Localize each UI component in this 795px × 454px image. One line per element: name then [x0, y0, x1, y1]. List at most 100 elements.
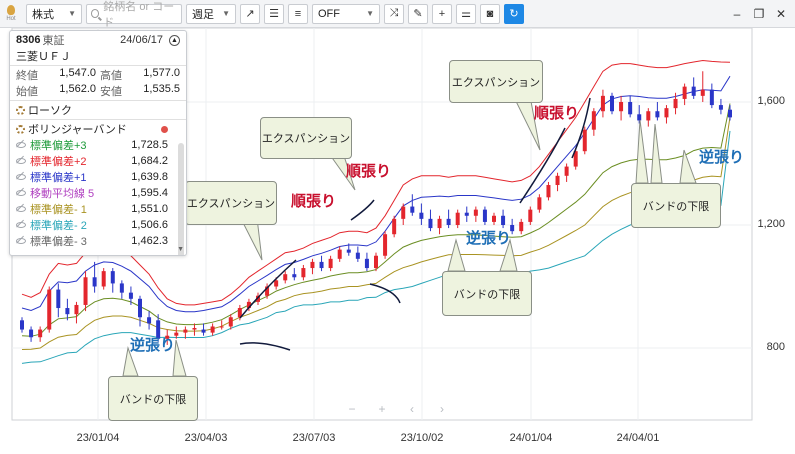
- align-lines-button[interactable]: ≡: [288, 3, 308, 24]
- x-tick-label: 23/10/02: [400, 432, 444, 444]
- refresh-icon: ↻: [509, 8, 519, 20]
- callout-band-lower: バンドの下限: [631, 183, 721, 228]
- indicator-name: 移動平均線 5: [30, 188, 95, 200]
- refresh-button[interactable]: ↻: [504, 3, 524, 24]
- candle-body: [265, 286, 270, 296]
- hand-drawn-trend-line: [571, 97, 591, 159]
- candle-body: [29, 329, 34, 338]
- indicator-row[interactable]: 標準偏差- 3 1,462.3: [10, 233, 186, 249]
- expand-button[interactable]: ⤨: [384, 3, 404, 24]
- camera-button[interactable]: ◙: [480, 3, 500, 24]
- scrollbar[interactable]: [178, 143, 184, 255]
- x-tick-label: 24/01/04: [509, 432, 553, 444]
- band-plus3-line: [21, 59, 731, 306]
- candle-body: [292, 274, 297, 278]
- callout-expansion: エクスパンション: [449, 60, 543, 103]
- plus-button[interactable]: +: [432, 3, 452, 24]
- candle-body: [83, 277, 88, 305]
- callout-band-lower: バンドの下限: [108, 376, 198, 421]
- gear-icon[interactable]: [16, 105, 25, 115]
- candle-body: [709, 89, 714, 106]
- candle-body: [201, 329, 206, 333]
- indicator-name: 標準偏差+2: [30, 156, 87, 168]
- candle-body: [464, 212, 469, 216]
- search-icon: [91, 9, 100, 18]
- indicator-row[interactable]: 標準偏差- 1 1,551.0: [10, 201, 186, 217]
- info-panel: 8306 東証 24/06/17 ▲ 三菱ＵＦＪ 終値 1,547.0 高値 1,5…: [9, 30, 187, 256]
- open-label: 始値: [16, 86, 38, 98]
- y-tick-label: 800: [766, 341, 785, 353]
- zoom-out-button[interactable]: −: [342, 402, 362, 416]
- scroll-right-button[interactable]: ›: [432, 402, 452, 416]
- candle-body: [691, 86, 696, 96]
- indicator-value: 1,551.0: [131, 203, 168, 215]
- align-left-icon: ☰: [269, 8, 279, 20]
- candle-body: [355, 252, 360, 259]
- settings-button[interactable]: ⚌: [456, 3, 476, 24]
- candle-body: [528, 209, 533, 222]
- x-tick-label: 23/01/04: [76, 432, 120, 444]
- panel-header: 8306 東証 24/06/17 ▲: [10, 32, 186, 48]
- zoom-in-button[interactable]: +: [372, 402, 392, 416]
- candle-body: [183, 329, 188, 333]
- candle-body: [646, 111, 651, 121]
- callout-text: バンドの下限: [642, 200, 710, 213]
- visibility-icon[interactable]: [16, 158, 26, 164]
- search-placeholder: 銘柄名 or コード: [103, 0, 175, 29]
- minimize-button[interactable]: –: [726, 0, 748, 28]
- collapse-icon[interactable]: ▲: [169, 34, 180, 46]
- flame-icon: [7, 5, 15, 15]
- scroll-down-icon[interactable]: ▼: [177, 246, 184, 253]
- candle-body: [138, 298, 142, 318]
- candle-body: [673, 98, 678, 109]
- indicator-select[interactable]: OFF ▼: [312, 3, 380, 24]
- candle-body: [718, 105, 723, 110]
- arrow-icon: ↗: [245, 8, 255, 20]
- close-button[interactable]: ✕: [770, 0, 792, 28]
- visibility-icon[interactable]: [16, 206, 26, 212]
- visibility-icon[interactable]: [16, 190, 26, 196]
- logo-label: Hot: [6, 16, 16, 22]
- period-select[interactable]: 週足 ▼: [186, 3, 236, 24]
- visibility-icon[interactable]: [16, 174, 26, 180]
- candle-body: [582, 129, 587, 152]
- candle-body: [501, 215, 506, 225]
- chevron-down-icon: ▼: [68, 9, 76, 18]
- bollinger-row[interactable]: ボリンジャーバンド: [10, 121, 186, 137]
- scroll-left-button[interactable]: ‹: [402, 402, 422, 416]
- visibility-icon[interactable]: [16, 142, 26, 148]
- indicator-row[interactable]: 標準偏差- 2 1,506.6: [10, 217, 186, 233]
- candle-body: [256, 295, 260, 302]
- candle-body: [210, 326, 215, 333]
- indicator-row[interactable]: 標準偏差+3 1,728.5: [10, 137, 186, 153]
- plus-icon: +: [438, 7, 446, 20]
- candle-body: [192, 328, 197, 330]
- market-select[interactable]: 株式 ▼: [26, 3, 82, 24]
- status-dot-icon[interactable]: [161, 125, 168, 133]
- exchange-label: 東証: [42, 35, 65, 47]
- align-left-button[interactable]: ☰: [264, 3, 284, 24]
- market-select-value: 株式: [32, 8, 54, 21]
- indicator-value: 1,684.2: [131, 155, 168, 167]
- arrow-button[interactable]: ↗: [240, 3, 260, 24]
- indicator-name: 標準偏差- 1: [30, 204, 87, 216]
- indicator-row[interactable]: 標準偏差+1 1,639.8: [10, 169, 186, 185]
- indicator-row[interactable]: 標準偏差+2 1,684.2: [10, 153, 186, 169]
- candle-body: [555, 175, 560, 186]
- annotation-contrarian: 逆張り: [699, 149, 745, 166]
- visibility-icon[interactable]: [16, 222, 26, 228]
- gear-icon[interactable]: [16, 124, 25, 134]
- visibility-icon[interactable]: [16, 238, 26, 244]
- callout-text: エクスパンション: [451, 76, 541, 89]
- pencil-button[interactable]: ✎: [408, 3, 428, 24]
- indicator-row[interactable]: 移動平均線 5 1,595.4: [10, 185, 186, 201]
- candle-body: [301, 268, 306, 278]
- restore-button[interactable]: ❐: [748, 0, 770, 28]
- candle-body: [110, 271, 115, 284]
- candle-row[interactable]: ローソク: [10, 102, 186, 118]
- candle-body: [346, 249, 351, 253]
- candle-body: [700, 89, 705, 96]
- search-input[interactable]: 銘柄名 or コード: [86, 1, 182, 29]
- indicator-value: 1,595.4: [131, 187, 168, 199]
- candle-body: [65, 308, 70, 315]
